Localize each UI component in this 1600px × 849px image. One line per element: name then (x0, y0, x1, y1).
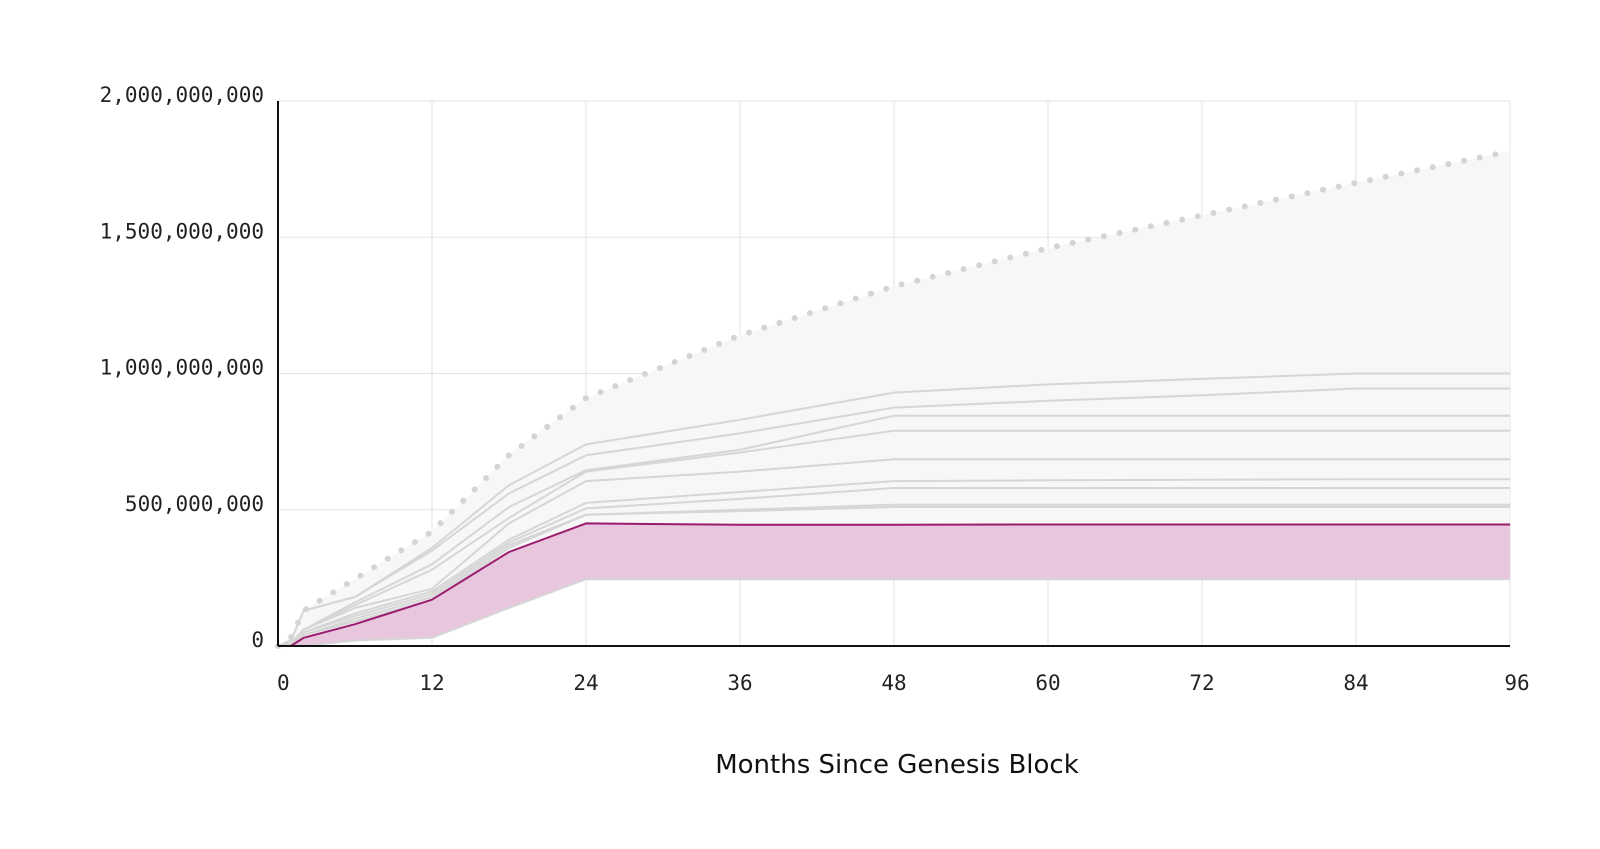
max-supply-dotted-line (275, 148, 1513, 649)
y-tick-label: 1,000,000,000 (100, 356, 264, 380)
x-tick-label: 84 (1343, 671, 1368, 695)
supply-envelope-area (278, 151, 1510, 646)
y-tick-label: 1,500,000,000 (100, 219, 264, 243)
area-layer (278, 151, 1510, 646)
x-tick-label: 36 (727, 671, 752, 695)
series-line-9 (277, 506, 1510, 647)
y-tick-label: 500,000,000 (125, 492, 264, 516)
highlight-series-line (278, 522, 1510, 647)
x-tick-label: 24 (573, 671, 598, 695)
x-tick-label: 48 (881, 671, 906, 695)
highlight-area (278, 523, 1510, 646)
x-axis-title: Months Since Genesis Block (715, 750, 1079, 780)
series-line-5 (277, 458, 1510, 647)
x-tick-label: 60 (1035, 671, 1060, 695)
x-tick-label: 96 (1504, 671, 1529, 695)
axes (277, 101, 1510, 647)
max-supply-line (275, 148, 1513, 649)
x-tick-label: 12 (419, 671, 444, 695)
series-line-7 (277, 487, 1510, 647)
tick-labels: 0 12 24 36 48 60 72 84 96 0 500,000,000 1,000,000,0… (100, 83, 1530, 695)
y-tick-label: 2,000,000,000 (100, 83, 264, 107)
y-tick-label: 0 (251, 628, 264, 652)
x-tick-label: 0 (277, 671, 290, 695)
x-tick-label: 72 (1189, 671, 1214, 695)
